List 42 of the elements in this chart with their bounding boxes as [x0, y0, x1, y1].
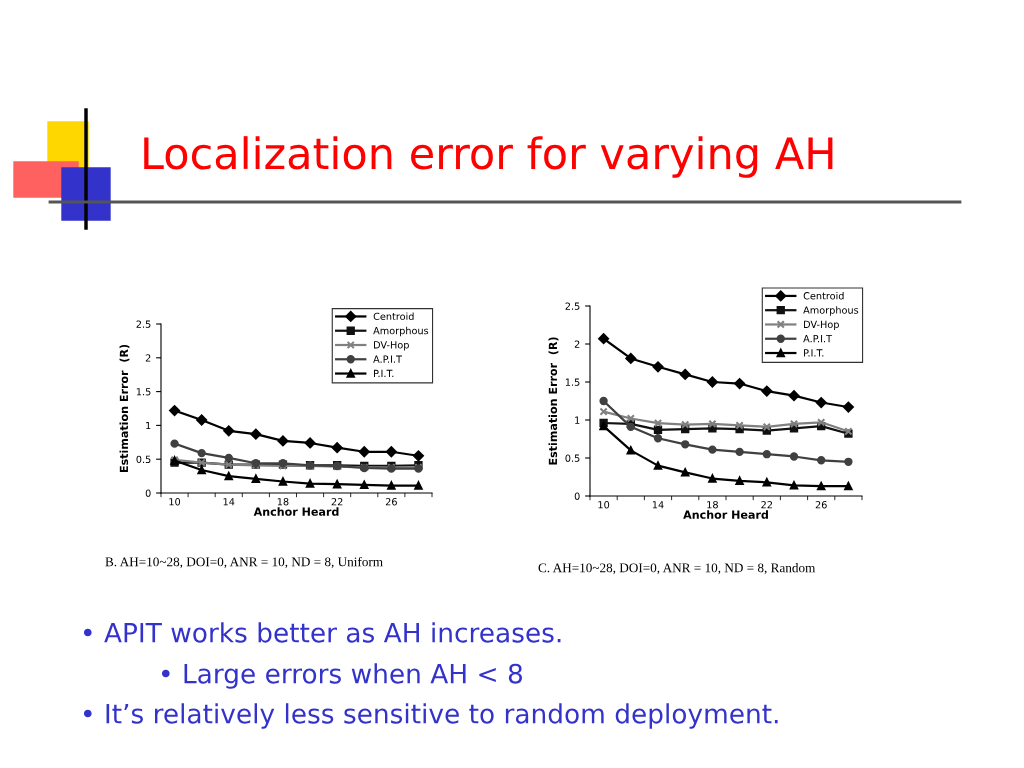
- y-tick-label: 2.5: [565, 302, 580, 310]
- legend-label: A.P.I.T: [373, 355, 403, 363]
- legend-label: P.I.T.: [804, 349, 824, 357]
- legend-label: A.P.I.T: [803, 335, 833, 343]
- text: B. AH=10~28, DOI=0, ANR = 10, ND = 8, Uniform: [105, 556, 383, 569]
- y-tick-label: 0: [574, 492, 580, 500]
- x-tick-label: 22: [761, 501, 773, 509]
- x-axis-title: Anchor Heard: [253, 507, 339, 516]
- y-tick-label: 2: [574, 340, 580, 348]
- text: • APIT works better as AH increases.: [83, 622, 561, 643]
- legend-label: DV-Hop: [804, 320, 839, 330]
- y-tick-label: 2: [145, 354, 151, 362]
- legend-label: Amorphous: [803, 306, 859, 316]
- legend-label: DV-Hop: [374, 341, 409, 351]
- y-tick-label: 1: [146, 422, 151, 430]
- y-tick-label: 2.5: [136, 320, 151, 328]
- text: C. AH=10~28, DOI=0, ANR = 10, ND = 8, Random: [538, 563, 816, 575]
- y-tick-label: 1.5: [565, 378, 580, 386]
- y-tick-label: 1: [575, 416, 580, 424]
- text: • Large errors when AH < 8: [161, 663, 523, 689]
- y-tick-label: 0: [145, 489, 151, 497]
- x-tick-label: 22: [331, 498, 343, 506]
- x-axis-title: Anchor Heard: [683, 510, 768, 519]
- legend-label: Centroid: [803, 291, 844, 300]
- x-tick-label: 14: [652, 501, 664, 509]
- x-tick-label: 26: [815, 501, 827, 509]
- x-tick-label: 14: [223, 498, 235, 506]
- legend-label: Centroid: [373, 312, 414, 320]
- text: Localization error for varying AH: [144, 136, 833, 178]
- x-tick-label: 18: [707, 501, 718, 509]
- x-tick-label: 18: [277, 498, 289, 506]
- y-axis-title: Estimation Error (R): [548, 337, 559, 465]
- y-tick-label: 1.5: [136, 388, 151, 396]
- x-tick-label: 10: [598, 501, 610, 509]
- y-axis-title: Estimation Error (R): [119, 344, 130, 472]
- x-tick-label: 10: [169, 498, 181, 506]
- text: • It’s relatively less sensitive to random deployment.: [83, 703, 778, 729]
- legend-label: Amorphous: [373, 326, 429, 337]
- x-tick-label: 26: [385, 498, 397, 506]
- legend-label: P.I.T.: [374, 369, 394, 377]
- y-tick-label: 0.5: [565, 454, 580, 462]
- y-tick-label: 0.5: [136, 455, 151, 464]
